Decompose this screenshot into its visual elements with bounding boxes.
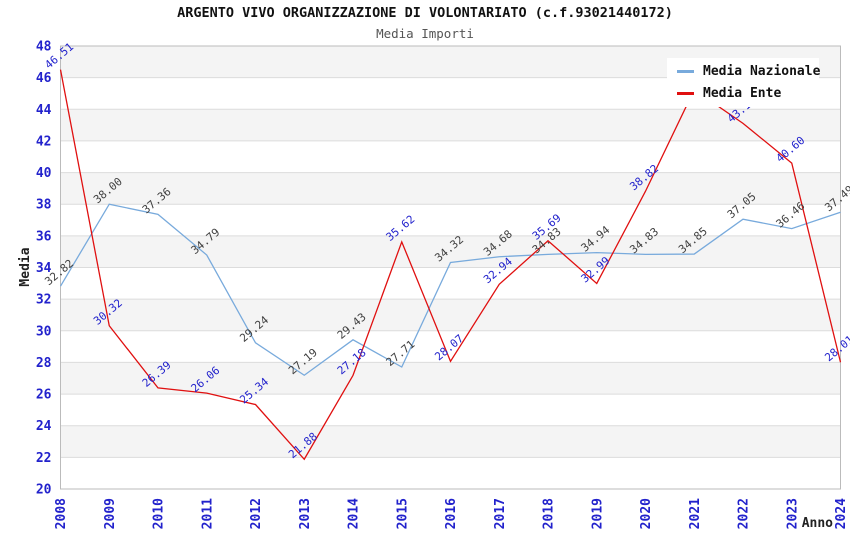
y-tick-label: 46	[36, 71, 52, 86]
plot-band	[60, 267, 841, 300]
plot-band	[60, 172, 841, 205]
y-tick-label: 26	[36, 388, 52, 403]
y-tick-label: 36	[36, 229, 52, 244]
y-tick-label: 40	[36, 166, 52, 181]
x-tick-label: 2012	[249, 498, 264, 529]
media-ente-line-icon	[677, 92, 694, 95]
x-tick-label: 2021	[688, 498, 703, 529]
y-tick-label: 42	[36, 134, 52, 149]
legend-label-media-ente: Media Ente	[703, 86, 782, 101]
x-tick-label: 2018	[542, 498, 557, 529]
x-tick-label: 2022	[737, 498, 752, 529]
plot-band	[60, 394, 841, 426]
y-axis-title: Media	[18, 247, 33, 286]
x-tick-label: 2024	[834, 498, 849, 529]
plot-band	[60, 204, 841, 236]
x-tick-label: 2017	[493, 498, 508, 529]
x-axis-title: Anno	[802, 516, 833, 531]
x-tick-label: 2011	[200, 498, 215, 529]
plot-band	[60, 362, 841, 395]
y-tick-label: 20	[36, 483, 52, 498]
y-tick-label: 48	[36, 40, 52, 55]
x-tick-label: 2009	[103, 498, 118, 529]
x-tick-label: 2023	[785, 498, 800, 529]
y-tick-label: 30	[36, 324, 52, 339]
plot-band	[60, 330, 841, 363]
y-tick-label: 24	[36, 419, 52, 434]
plot-band	[60, 425, 841, 458]
x-tick-label: 2015	[395, 498, 410, 529]
x-tick-label: 2019	[590, 498, 605, 529]
y-tick-label: 32	[36, 293, 52, 308]
page-subtitle: Media Importi	[376, 26, 474, 41]
x-tick-label: 2016	[444, 498, 459, 529]
legend-item-media-nazionale: Media Nazionale	[677, 64, 821, 79]
plot-band	[60, 457, 841, 489]
plot-border	[60, 45, 841, 490]
media-nazionale-line-icon	[677, 70, 694, 73]
series-line-media-nazionale	[59, 203, 841, 377]
x-tick-label: 2008	[54, 498, 69, 529]
x-tick-label: 2014	[347, 498, 362, 529]
x-tick-label: 2020	[639, 498, 654, 529]
y-tick-label: 38	[36, 198, 52, 213]
y-tick-label: 34	[36, 261, 52, 276]
y-tick-label: 28	[36, 356, 52, 371]
x-tick-label: 2013	[298, 498, 313, 529]
plot-band	[60, 299, 841, 331]
page-title: ARGENTO VIVO ORGANIZZAZIONE DI VOLONTARI…	[177, 5, 673, 21]
y-tick-label: 22	[36, 451, 52, 466]
plot-band	[60, 109, 841, 141]
chart-legend: Media Nazionale Media Ente	[667, 58, 821, 107]
legend-label-media-nazionale: Media Nazionale	[703, 64, 821, 79]
x-tick-label: 2010	[152, 498, 167, 529]
y-tick-label: 44	[36, 103, 52, 118]
plot-band	[60, 140, 841, 173]
legend-item-media-ente: Media Ente	[677, 86, 819, 101]
